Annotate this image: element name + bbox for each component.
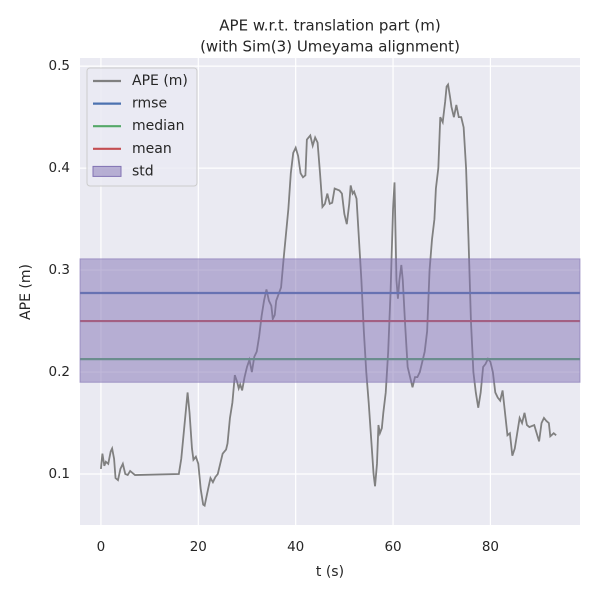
legend-label: rmse [132,96,167,112]
x-tick-label: 40 [287,539,304,555]
legend-label: median [132,118,184,134]
legend: APE (m) rmse median mean std [86,67,198,187]
x-tick-label: 60 [384,539,401,555]
legend-box [86,67,198,187]
legend-swatch [92,165,122,177]
chart-subtitle: (with Sim(3) Umeyama alignment) [200,38,460,56]
std-band [79,258,581,383]
legend-label: APE (m) [132,73,188,89]
y-tick-label: 0.4 [49,160,70,176]
legend-label: std [132,163,154,179]
chart-title: APE w.r.t. translation part (m) [219,17,440,35]
x-axis-label: t (s) [316,564,344,580]
y-tick-label: 0.2 [49,364,70,380]
x-tick-label: 80 [482,539,499,555]
x-tick-label: 0 [97,539,106,555]
y-tick-label: 0.3 [49,262,70,278]
y-axis-label: APE (m) [18,264,34,320]
legend-label: mean [132,141,172,157]
y-tick-label: 0.1 [49,466,70,482]
y-tick-label: 0.5 [49,58,70,74]
x-tick-label: 20 [190,539,207,555]
